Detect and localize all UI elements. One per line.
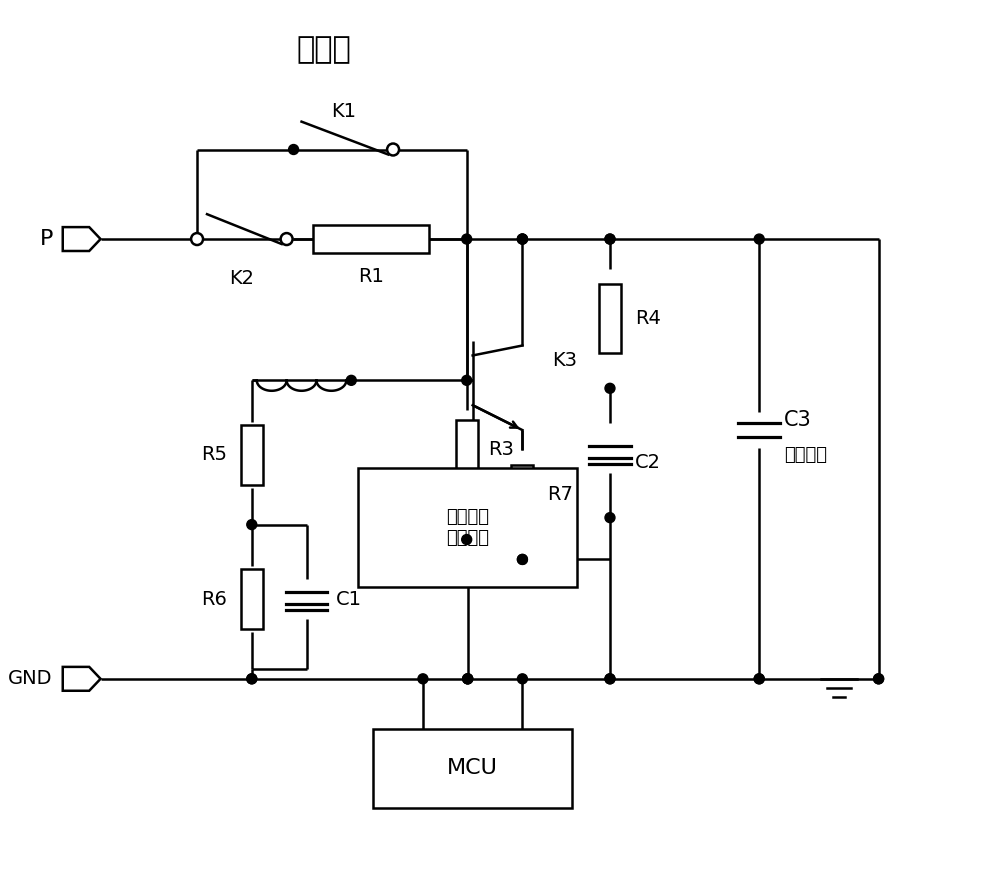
Circle shape <box>463 674 473 684</box>
Circle shape <box>517 234 527 244</box>
Text: GND: GND <box>8 670 53 689</box>
Circle shape <box>605 234 615 244</box>
Circle shape <box>247 520 257 530</box>
Bar <box>373 729 572 808</box>
Circle shape <box>517 555 527 564</box>
Text: MCU: MCU <box>447 758 498 779</box>
Bar <box>241 425 263 485</box>
Text: R7: R7 <box>547 485 573 505</box>
Circle shape <box>605 674 615 684</box>
Text: R5: R5 <box>201 446 227 464</box>
Circle shape <box>463 674 473 684</box>
Polygon shape <box>63 227 101 251</box>
Text: C2: C2 <box>635 454 661 472</box>
Circle shape <box>462 375 472 385</box>
Text: R4: R4 <box>635 309 661 328</box>
Circle shape <box>754 234 764 244</box>
Text: K3: K3 <box>552 351 577 370</box>
Circle shape <box>346 375 356 385</box>
Bar <box>456 420 478 480</box>
Circle shape <box>754 674 764 684</box>
Circle shape <box>289 145 299 154</box>
Text: C3: C3 <box>784 410 812 430</box>
Circle shape <box>281 233 293 245</box>
Circle shape <box>874 674 884 684</box>
Circle shape <box>605 513 615 522</box>
Text: C1: C1 <box>336 589 362 609</box>
Bar <box>599 284 621 354</box>
Text: 预充电: 预充电 <box>296 36 351 64</box>
Circle shape <box>191 233 203 245</box>
Circle shape <box>462 234 472 244</box>
Circle shape <box>605 383 615 393</box>
Text: R6: R6 <box>201 589 227 609</box>
Text: 母线电容: 母线电容 <box>784 446 827 464</box>
Circle shape <box>874 674 884 684</box>
Circle shape <box>517 555 527 564</box>
Text: R1: R1 <box>358 267 384 287</box>
Circle shape <box>387 144 399 155</box>
Text: 恒流源或
者恒压源: 恒流源或 者恒压源 <box>446 508 489 547</box>
Circle shape <box>247 674 257 684</box>
Circle shape <box>605 674 615 684</box>
Circle shape <box>517 234 527 244</box>
Bar <box>358 468 577 588</box>
Circle shape <box>605 234 615 244</box>
Bar <box>511 465 533 524</box>
Text: K1: K1 <box>331 102 356 121</box>
Bar <box>313 225 429 253</box>
Polygon shape <box>63 667 101 691</box>
Circle shape <box>463 674 473 684</box>
Bar <box>241 570 263 629</box>
Circle shape <box>754 674 764 684</box>
Circle shape <box>517 234 527 244</box>
Circle shape <box>418 674 428 684</box>
Circle shape <box>517 674 527 684</box>
Text: R3: R3 <box>489 440 514 460</box>
Circle shape <box>462 535 472 545</box>
Text: P: P <box>39 229 53 249</box>
Circle shape <box>247 674 257 684</box>
Text: K2: K2 <box>229 270 254 288</box>
